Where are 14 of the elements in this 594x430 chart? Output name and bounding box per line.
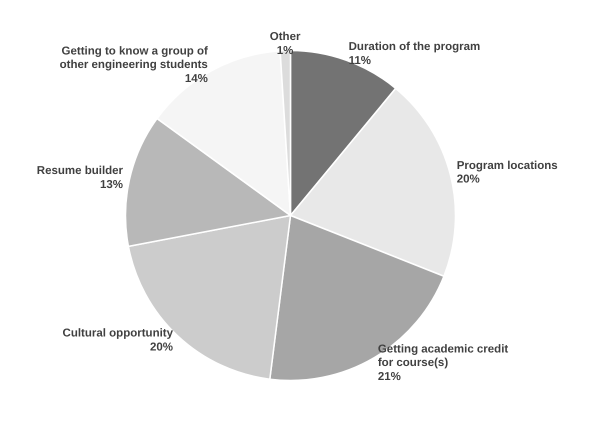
data-label: 21% [378, 371, 401, 384]
slice-label: Getting to know a group of other engineering students [60, 45, 208, 72]
slice-label: Resume builder [36, 165, 124, 178]
slice-label: Cultural opportunity [62, 328, 174, 340]
data-label: 14% [184, 72, 208, 85]
slice-label: Program locations [456, 160, 558, 172]
slice-label: Other [270, 31, 301, 44]
slice-label: Duration of the program [348, 41, 480, 54]
data-label: 13% [100, 178, 124, 191]
data-label: 1% [276, 44, 294, 57]
data-label: 20% [150, 341, 174, 354]
data-label: 20% [456, 174, 480, 186]
slice-label: Getting academic credit for course(s) [378, 343, 508, 370]
data-label: 11% [348, 54, 372, 67]
